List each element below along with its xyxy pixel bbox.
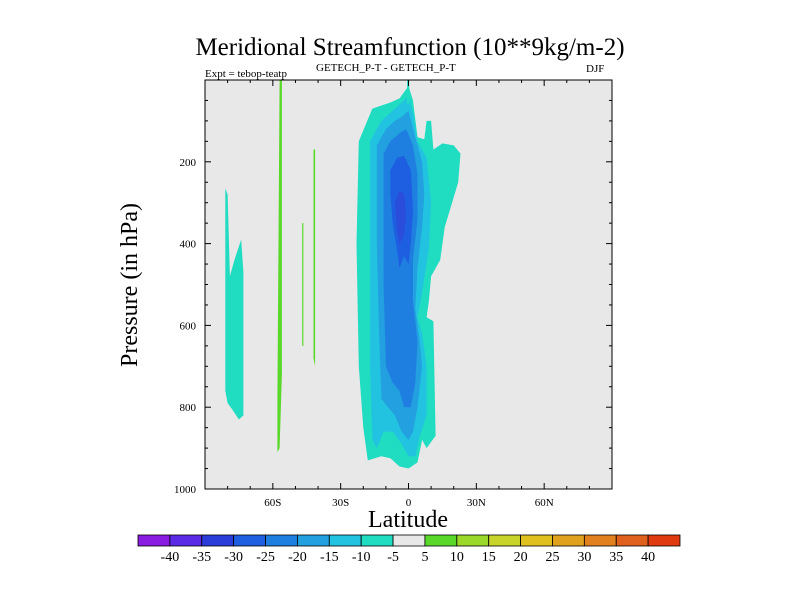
colorbar-swatch xyxy=(552,534,585,547)
colorbar-label: -5 xyxy=(387,550,399,565)
colorbar-swatch xyxy=(456,534,490,547)
colorbar-label: -35 xyxy=(192,550,211,565)
colorbar-label: 10 xyxy=(450,550,464,565)
colorbar-swatch xyxy=(169,534,203,547)
colorbar-swatch xyxy=(137,534,171,547)
contour-layer xyxy=(225,80,461,469)
colorbar-swatch xyxy=(424,534,458,547)
colorbar-swatch xyxy=(360,534,394,547)
y-tick-label: 200 xyxy=(180,157,197,169)
colorbar-label: -30 xyxy=(224,550,243,565)
y-tick-label: 600 xyxy=(180,320,197,332)
x-tick-label: 30S xyxy=(332,497,349,509)
colorbar-label: 15 xyxy=(482,550,496,565)
colorbar-label: -20 xyxy=(288,550,307,565)
x-tick-label: 60N xyxy=(535,497,554,509)
colorbar-swatch xyxy=(647,534,681,547)
colorbar-label: 40 xyxy=(641,550,655,565)
contour-green-stripe-60s xyxy=(277,80,282,453)
experiment-label: Expt = tebop-teatp xyxy=(205,68,287,80)
y-axis-title: Pressure (in hPa) xyxy=(117,203,143,367)
colorbar-label: -40 xyxy=(161,550,180,565)
season-label: DJF xyxy=(586,63,604,75)
chart-title: Meridional Streamfunction (10**9kg/m-2) xyxy=(195,34,624,61)
comparison-label: GETECH_P-T - GETECH_P-T xyxy=(316,62,456,74)
colorbar-label: -10 xyxy=(352,550,371,565)
colorbar: -40 -35 -30 -25 -20 -15 -10 -5 5 10 15 20 25 30 35 40 xyxy=(137,534,681,565)
x-tick-label: 60S xyxy=(264,497,281,509)
x-tick-label: 30N xyxy=(467,497,486,509)
y-tick-label: 400 xyxy=(180,239,197,251)
colorbar-swatch xyxy=(201,534,235,547)
colorbar-label: 35 xyxy=(609,550,623,565)
colorbar-swatch xyxy=(328,534,362,547)
colorbar-swatch xyxy=(520,534,553,547)
colorbar-label: 20 xyxy=(514,550,528,565)
contour-green-sliver-a xyxy=(302,223,304,346)
colorbar-label: -25 xyxy=(256,550,275,565)
colorbar-swatch xyxy=(488,534,521,547)
x-tick-label: 0 xyxy=(406,497,412,509)
y-tick-label: 800 xyxy=(180,402,197,414)
colorbar-swatch xyxy=(297,534,330,547)
contour-main-cell-30 xyxy=(394,190,407,244)
tick-layer: 60S 30S 0 30N 60N 200 400 600 800 1000 xyxy=(174,80,612,509)
contour-left-patch xyxy=(225,188,244,420)
colorbar-label: 30 xyxy=(577,550,591,565)
colorbar-label: -15 xyxy=(320,550,339,565)
colorbar-label: 25 xyxy=(545,550,559,565)
colorbar-swatch xyxy=(265,534,298,547)
x-axis-title: Latitude xyxy=(368,507,448,533)
colorbar-swatch xyxy=(583,534,617,547)
colorbar-swatch xyxy=(392,534,426,547)
contour-eq-spike xyxy=(407,80,410,105)
colorbar-swatch xyxy=(233,534,266,547)
colorbar-swatch xyxy=(615,534,649,547)
y-tick-label: 1000 xyxy=(174,484,197,496)
colorbar-label: 5 xyxy=(421,550,428,565)
contour-green-sliver-b xyxy=(313,149,316,367)
